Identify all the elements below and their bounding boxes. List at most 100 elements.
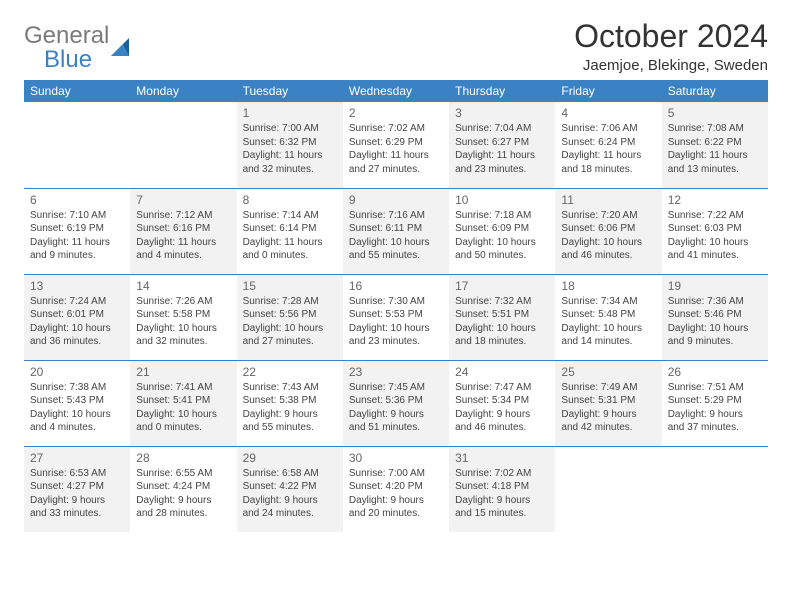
- sunrise-line: Sunrise: 7:24 AM: [30, 295, 124, 309]
- daylight-line: Daylight: 11 hours and 23 minutes.: [455, 149, 549, 176]
- day-detail-lines: Sunrise: 7:34 AMSunset: 5:48 PMDaylight:…: [561, 295, 655, 349]
- daylight-line: Daylight: 10 hours and 36 minutes.: [30, 322, 124, 349]
- logo-word-general: General: [24, 24, 109, 48]
- calendar-day-cell: 7Sunrise: 7:12 AMSunset: 6:16 PMDaylight…: [130, 188, 236, 274]
- calendar-day-cell: 26Sunrise: 7:51 AMSunset: 5:29 PMDayligh…: [662, 360, 768, 446]
- calendar-day-cell: 1Sunrise: 7:00 AMSunset: 6:32 PMDaylight…: [237, 102, 343, 188]
- day-number: 22: [243, 361, 337, 381]
- day-detail-lines: Sunrise: 7:28 AMSunset: 5:56 PMDaylight:…: [243, 295, 337, 349]
- day-detail-lines: Sunrise: 7:12 AMSunset: 6:16 PMDaylight:…: [136, 209, 230, 263]
- sunset-line: Sunset: 5:51 PM: [455, 308, 549, 322]
- day-number: 5: [668, 102, 762, 122]
- day-number: 30: [349, 447, 443, 467]
- sunset-line: Sunset: 5:29 PM: [668, 394, 762, 408]
- sunrise-line: Sunrise: 6:53 AM: [30, 467, 124, 481]
- sunrise-line: Sunrise: 7:32 AM: [455, 295, 549, 309]
- day-detail-lines: Sunrise: 7:18 AMSunset: 6:09 PMDaylight:…: [455, 209, 549, 263]
- calendar-day-cell: 29Sunrise: 6:58 AMSunset: 4:22 PMDayligh…: [237, 446, 343, 532]
- day-detail-lines: Sunrise: 7:26 AMSunset: 5:58 PMDaylight:…: [136, 295, 230, 349]
- calendar-table: SundayMondayTuesdayWednesdayThursdayFrid…: [24, 80, 768, 532]
- day-detail-lines: Sunrise: 7:02 AMSunset: 6:29 PMDaylight:…: [349, 122, 443, 176]
- calendar-day-cell: 9Sunrise: 7:16 AMSunset: 6:11 PMDaylight…: [343, 188, 449, 274]
- daylight-line: Daylight: 10 hours and 18 minutes.: [455, 322, 549, 349]
- calendar-day-cell: [130, 102, 236, 188]
- daylight-line: Daylight: 10 hours and 14 minutes.: [561, 322, 655, 349]
- sunset-line: Sunset: 6:16 PM: [136, 222, 230, 236]
- daylight-line: Daylight: 9 hours and 24 minutes.: [243, 494, 337, 521]
- day-of-week-header: Thursday: [449, 80, 555, 102]
- day-of-week-header: Monday: [130, 80, 236, 102]
- day-detail-lines: Sunrise: 7:38 AMSunset: 5:43 PMDaylight:…: [30, 381, 124, 435]
- day-of-week-header: Wednesday: [343, 80, 449, 102]
- calendar-day-cell: 27Sunrise: 6:53 AMSunset: 4:27 PMDayligh…: [24, 446, 130, 532]
- sunrise-line: Sunrise: 7:00 AM: [243, 122, 337, 136]
- calendar-day-cell: 19Sunrise: 7:36 AMSunset: 5:46 PMDayligh…: [662, 274, 768, 360]
- day-detail-lines: Sunrise: 6:55 AMSunset: 4:24 PMDaylight:…: [136, 467, 230, 521]
- daylight-line: Daylight: 10 hours and 55 minutes.: [349, 236, 443, 263]
- calendar-day-cell: 5Sunrise: 7:08 AMSunset: 6:22 PMDaylight…: [662, 102, 768, 188]
- day-detail-lines: Sunrise: 6:53 AMSunset: 4:27 PMDaylight:…: [30, 467, 124, 521]
- day-number: 7: [136, 189, 230, 209]
- day-number: 11: [561, 189, 655, 209]
- logo-sail-icon: [111, 38, 131, 58]
- sunset-line: Sunset: 5:58 PM: [136, 308, 230, 322]
- sunrise-line: Sunrise: 6:58 AM: [243, 467, 337, 481]
- day-detail-lines: Sunrise: 7:51 AMSunset: 5:29 PMDaylight:…: [668, 381, 762, 435]
- day-number: 24: [455, 361, 549, 381]
- calendar-day-cell: 17Sunrise: 7:32 AMSunset: 5:51 PMDayligh…: [449, 274, 555, 360]
- day-detail-lines: Sunrise: 7:04 AMSunset: 6:27 PMDaylight:…: [455, 122, 549, 176]
- day-number: 14: [136, 275, 230, 295]
- daylight-line: Daylight: 11 hours and 4 minutes.: [136, 236, 230, 263]
- sunrise-line: Sunrise: 7:41 AM: [136, 381, 230, 395]
- day-number: 18: [561, 275, 655, 295]
- daylight-line: Daylight: 11 hours and 13 minutes.: [668, 149, 762, 176]
- calendar-day-cell: 23Sunrise: 7:45 AMSunset: 5:36 PMDayligh…: [343, 360, 449, 446]
- logo-text: General Blue: [24, 24, 109, 72]
- day-number: 15: [243, 275, 337, 295]
- logo: General Blue: [24, 18, 131, 72]
- sunset-line: Sunset: 5:31 PM: [561, 394, 655, 408]
- day-number: 27: [30, 447, 124, 467]
- sunset-line: Sunset: 4:18 PM: [455, 480, 549, 494]
- calendar-day-cell: 25Sunrise: 7:49 AMSunset: 5:31 PMDayligh…: [555, 360, 661, 446]
- daylight-line: Daylight: 10 hours and 4 minutes.: [30, 408, 124, 435]
- daylight-line: Daylight: 11 hours and 18 minutes.: [561, 149, 655, 176]
- day-detail-lines: Sunrise: 7:36 AMSunset: 5:46 PMDaylight:…: [668, 295, 762, 349]
- day-detail-lines: Sunrise: 6:58 AMSunset: 4:22 PMDaylight:…: [243, 467, 337, 521]
- calendar-body: 1Sunrise: 7:00 AMSunset: 6:32 PMDaylight…: [24, 102, 768, 532]
- sunset-line: Sunset: 5:36 PM: [349, 394, 443, 408]
- day-number: 9: [349, 189, 443, 209]
- calendar-day-cell: 13Sunrise: 7:24 AMSunset: 6:01 PMDayligh…: [24, 274, 130, 360]
- sunrise-line: Sunrise: 7:45 AM: [349, 381, 443, 395]
- daylight-line: Daylight: 10 hours and 46 minutes.: [561, 236, 655, 263]
- day-of-week-header: Sunday: [24, 80, 130, 102]
- day-number: 2: [349, 102, 443, 122]
- daylight-line: Daylight: 9 hours and 51 minutes.: [349, 408, 443, 435]
- header: General Blue October 2024 Jaemjoe, Bleki…: [24, 18, 768, 74]
- day-number: 4: [561, 102, 655, 122]
- sunrise-line: Sunrise: 7:04 AM: [455, 122, 549, 136]
- sunrise-line: Sunrise: 7:51 AM: [668, 381, 762, 395]
- day-detail-lines: Sunrise: 7:16 AMSunset: 6:11 PMDaylight:…: [349, 209, 443, 263]
- calendar-week-row: 20Sunrise: 7:38 AMSunset: 5:43 PMDayligh…: [24, 360, 768, 446]
- sunset-line: Sunset: 6:14 PM: [243, 222, 337, 236]
- sunrise-line: Sunrise: 7:12 AM: [136, 209, 230, 223]
- sunset-line: Sunset: 6:27 PM: [455, 136, 549, 150]
- sunrise-line: Sunrise: 7:38 AM: [30, 381, 124, 395]
- day-detail-lines: Sunrise: 7:22 AMSunset: 6:03 PMDaylight:…: [668, 209, 762, 263]
- day-number: 20: [30, 361, 124, 381]
- sunset-line: Sunset: 5:48 PM: [561, 308, 655, 322]
- logo-word-blue: Blue: [44, 48, 109, 72]
- day-number: 23: [349, 361, 443, 381]
- calendar-day-cell: 31Sunrise: 7:02 AMSunset: 4:18 PMDayligh…: [449, 446, 555, 532]
- daylight-line: Daylight: 10 hours and 32 minutes.: [136, 322, 230, 349]
- calendar-day-cell: 22Sunrise: 7:43 AMSunset: 5:38 PMDayligh…: [237, 360, 343, 446]
- sunrise-line: Sunrise: 7:18 AM: [455, 209, 549, 223]
- sunset-line: Sunset: 5:41 PM: [136, 394, 230, 408]
- sunset-line: Sunset: 6:06 PM: [561, 222, 655, 236]
- daylight-line: Daylight: 11 hours and 9 minutes.: [30, 236, 124, 263]
- calendar-day-cell: 14Sunrise: 7:26 AMSunset: 5:58 PMDayligh…: [130, 274, 236, 360]
- calendar-day-cell: 12Sunrise: 7:22 AMSunset: 6:03 PMDayligh…: [662, 188, 768, 274]
- day-number: 3: [455, 102, 549, 122]
- day-detail-lines: Sunrise: 7:30 AMSunset: 5:53 PMDaylight:…: [349, 295, 443, 349]
